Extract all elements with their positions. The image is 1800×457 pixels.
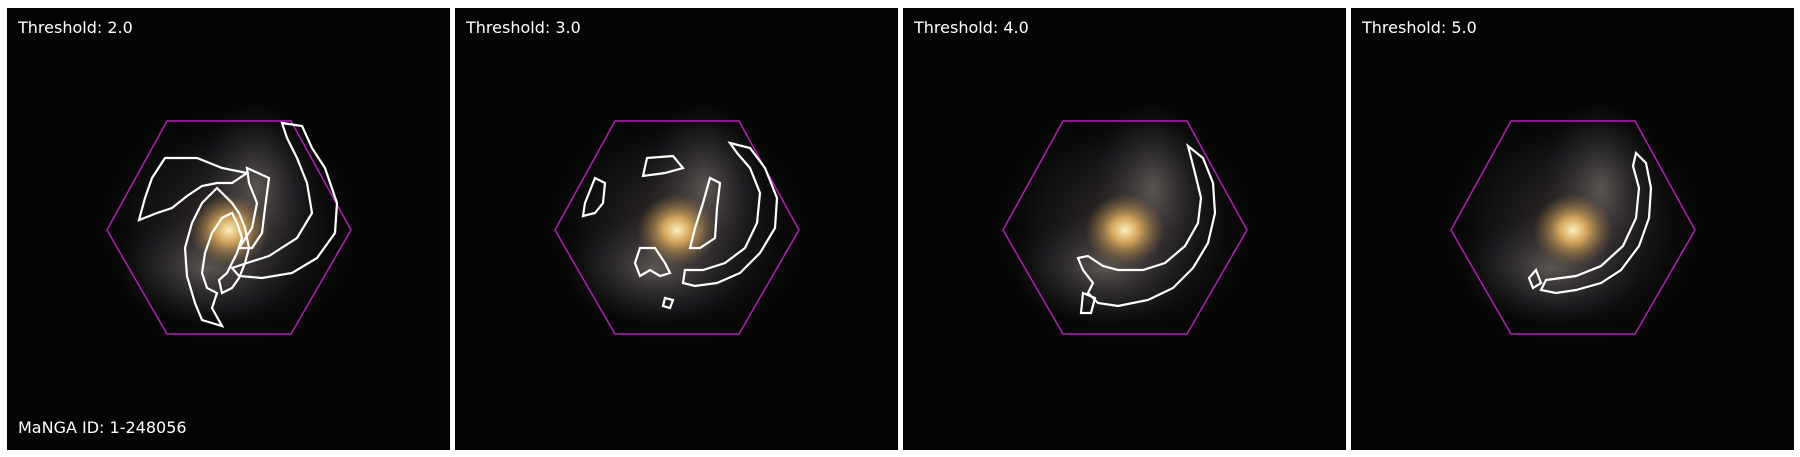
galaxy-image (7, 8, 450, 450)
galaxy-panel-threshold-4: Threshold: 4.0 (903, 8, 1346, 450)
galaxy-panel-threshold-3: Threshold: 3.0 (455, 8, 898, 450)
ifu-hexagon (1002, 120, 1248, 335)
contour-outline (1076, 143, 1217, 315)
threshold-label: Threshold: 5.0 (1362, 18, 1477, 37)
contour-outline (137, 121, 339, 328)
contour-outline (581, 141, 779, 310)
threshold-label: Threshold: 4.0 (914, 18, 1029, 37)
galaxy-panel-threshold-2: Threshold: 2.0 MaNGA ID: 1-248056 (7, 8, 450, 450)
threshold-label: Threshold: 3.0 (466, 18, 581, 37)
galaxy-image (903, 8, 1346, 450)
galaxy-panel-threshold-5: Threshold: 5.0 (1351, 8, 1794, 450)
galaxy-image (455, 8, 898, 450)
ifu-hexagon (554, 120, 800, 335)
galaxy-image (1351, 8, 1794, 450)
ifu-hexagon (1450, 120, 1696, 335)
ifu-hexagon (106, 120, 352, 335)
manga-id-label: MaNGA ID: 1-248056 (18, 418, 187, 437)
contour-outline (1527, 150, 1653, 295)
threshold-label: Threshold: 2.0 (18, 18, 133, 37)
